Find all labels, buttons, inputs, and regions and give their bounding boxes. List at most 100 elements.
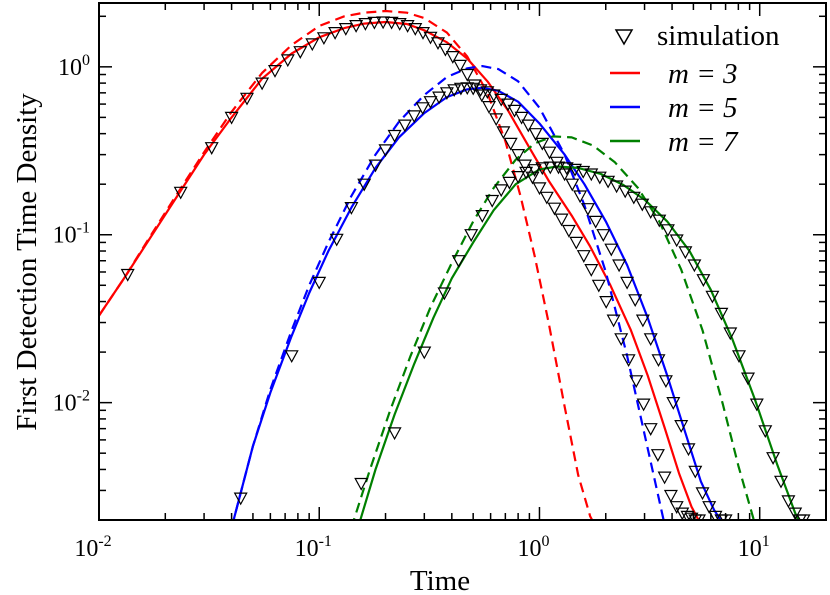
simulation-point: [511, 171, 526, 184]
simulation-point: [367, 16, 382, 30]
simulation-point: [120, 268, 135, 282]
simulation-point: [284, 350, 299, 364]
simulation-point: [357, 178, 372, 192]
simulation-point: [233, 492, 248, 506]
simulation-point: [663, 489, 678, 503]
simulation-point: [387, 129, 402, 143]
simulation-point: [618, 185, 633, 199]
simulation-point: [511, 149, 526, 162]
simulation-point: [688, 465, 703, 479]
simulation-point: [542, 146, 557, 160]
simulation-point: [376, 16, 391, 30]
simulation-point: [643, 206, 658, 220]
legend-label-m3: m = 3: [668, 58, 738, 90]
simulation-point: [567, 163, 583, 177]
simulation-point: [626, 191, 641, 205]
simulation-point: [486, 89, 501, 103]
simulation-point: [338, 23, 353, 36]
simulation-point: [539, 191, 554, 205]
simulation-point: [628, 294, 643, 308]
simulation-point: [651, 354, 666, 368]
simulation-point: [669, 234, 684, 248]
simulation-point: [432, 91, 447, 105]
simulation-point: [723, 327, 738, 341]
simulation-point: [561, 224, 576, 238]
simulation-point: [749, 398, 764, 412]
simulation-point: [629, 375, 644, 389]
simulation-point: [535, 137, 550, 151]
simulation-point: [591, 279, 606, 293]
simulation-point: [392, 18, 407, 31]
simulation-point: [475, 210, 490, 223]
y-tick-label: 10-1: [53, 220, 90, 249]
simulation-point: [496, 126, 511, 140]
simulation-point: [532, 182, 547, 196]
simulation-point: [781, 495, 796, 509]
simulation-point: [502, 176, 517, 190]
simulation-point: [485, 194, 500, 208]
simulation-point: [606, 314, 621, 328]
simulation-point: [652, 214, 667, 228]
simulation-point: [547, 202, 562, 216]
simulation-point: [604, 243, 619, 257]
simulation-point: [588, 215, 603, 229]
simulation-point: [576, 165, 591, 179]
legend-label-simulation: simulation: [657, 20, 780, 52]
simulation-point: [384, 16, 399, 30]
simulation-point: [494, 93, 509, 107]
simulation-point: [643, 423, 658, 436]
simulation-point: [580, 203, 595, 216]
simulation-point: [517, 159, 533, 173]
simulation-point: [514, 111, 529, 125]
simulation-point: [423, 96, 438, 109]
simulation-point: [635, 198, 650, 212]
x-axis-title: Time: [410, 565, 470, 595]
simulation-point: [576, 250, 591, 263]
simulation-point: [354, 477, 369, 491]
simulation-point: [430, 37, 446, 51]
simulation-point: [554, 213, 569, 227]
simulation-point: [758, 425, 773, 439]
simulation-point: [507, 104, 522, 118]
simulation-point: [451, 255, 466, 268]
simulation-point: [714, 307, 729, 321]
simulation-point: [224, 111, 239, 125]
simulation-point: [480, 86, 495, 100]
simulation-point: [740, 372, 756, 386]
simulation-point: [239, 92, 255, 106]
simulation-point: [255, 77, 270, 91]
simulation-point: [731, 350, 747, 364]
simulation-point: [438, 43, 453, 57]
simulation-point: [527, 164, 542, 177]
simulation-point: [439, 87, 454, 101]
simulation-point: [565, 178, 580, 192]
simulation-point: [489, 113, 504, 127]
plot-frame: [98, 2, 827, 521]
simulation-point: [705, 290, 720, 304]
simulation-point: [464, 229, 479, 242]
simulation-point: [584, 168, 599, 182]
tick-labels-layer: 10-2 10-1 100 101 10-2 10-1 100: [53, 52, 770, 562]
legend-label-m7: m = 7: [668, 126, 739, 158]
simulation-point: [328, 27, 343, 40]
solid-curve-m-5-solid-: [232, 86, 722, 520]
simulation-point: [660, 224, 675, 238]
simulation-point: [535, 162, 550, 176]
simulation-point: [666, 397, 681, 410]
simulation-point: [368, 159, 383, 173]
simulation-point: [417, 346, 432, 360]
simulation-point: [551, 161, 566, 175]
x-tick-label: 10-1: [295, 533, 332, 562]
simulation-point: [569, 236, 584, 250]
y-axis-title: First Detection Time Density: [11, 93, 43, 431]
simulation-point: [378, 144, 393, 158]
simulation-point: [643, 333, 658, 347]
simulation-point: [773, 475, 789, 489]
simulation-point: [788, 507, 803, 520]
simulation-point: [349, 20, 364, 33]
simulation-point: [358, 18, 373, 31]
simulation-point: [344, 202, 359, 215]
y-tick-label: 100: [58, 52, 90, 81]
simulation-point: [521, 119, 536, 133]
